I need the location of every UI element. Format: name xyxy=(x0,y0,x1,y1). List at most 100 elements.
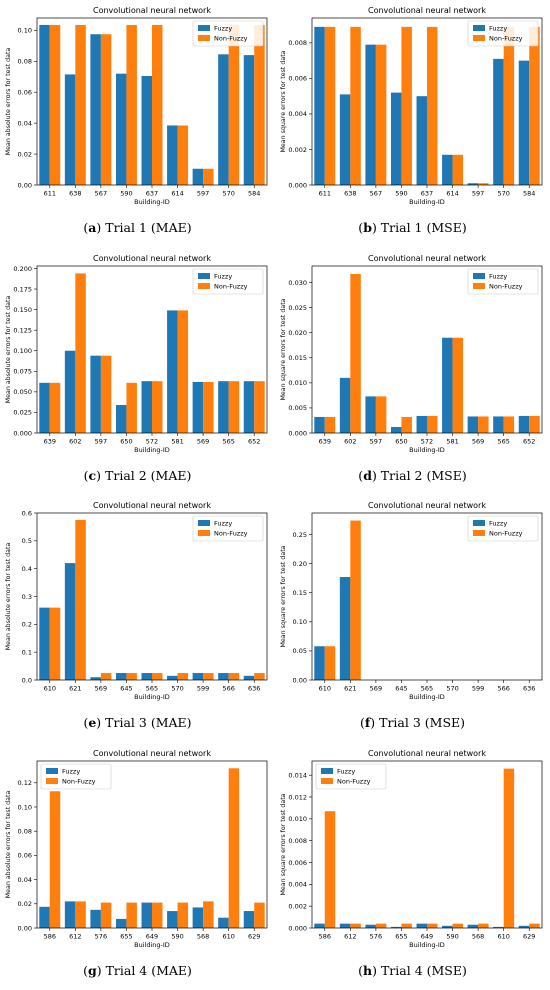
x-tick-label: 645 xyxy=(395,685,407,693)
legend-swatch-nonfuzzy xyxy=(198,35,210,41)
bar-fuzzy xyxy=(115,73,127,185)
x-tick-label: 638 xyxy=(344,190,356,198)
legend-swatch-fuzzy xyxy=(473,520,485,526)
x-tick-label: 599 xyxy=(197,685,209,693)
bar-nonfuzzy xyxy=(152,673,163,680)
bar-nonfuzzy xyxy=(350,923,361,928)
bar-nonfuzzy xyxy=(324,646,336,680)
y-tick-label: 0.00 xyxy=(18,181,32,189)
bar-nonfuzzy xyxy=(75,272,86,433)
chart-title: Convolutional neural network xyxy=(368,6,486,15)
bar-nonfuzzy xyxy=(254,380,265,433)
y-tick-label: 0.030 xyxy=(288,278,307,286)
bar-nonfuzzy xyxy=(203,900,214,928)
bar-fuzzy xyxy=(416,96,427,185)
bar-nonfuzzy xyxy=(401,923,412,928)
bar-fuzzy xyxy=(141,902,152,928)
bar-fuzzy xyxy=(518,60,530,185)
subfigure-caption: (d) Trial 2 (MSE) xyxy=(358,467,467,483)
caption-letter: a xyxy=(88,220,97,235)
bar-nonfuzzy xyxy=(529,923,540,928)
bar-fuzzy xyxy=(192,381,204,433)
subfigure-caption: (c) Trial 2 (MAE) xyxy=(83,467,192,483)
x-tick-label: 584 xyxy=(248,190,260,198)
bar-nonfuzzy xyxy=(452,154,464,185)
legend-label: Fuzzy xyxy=(214,272,232,280)
bar-fuzzy xyxy=(442,337,453,433)
bar-nonfuzzy xyxy=(529,26,540,185)
legend-label: Fuzzy xyxy=(337,767,355,775)
bar-nonfuzzy xyxy=(350,273,361,433)
bar-chart: Convolutional neural network 0.000 0.002 0.… xyxy=(280,749,543,949)
chart-panel: Convolutional neural network 0.00 0.02 0.04… xyxy=(0,743,275,990)
x-tick-label: 655 xyxy=(120,932,132,940)
bar-nonfuzzy xyxy=(75,900,86,928)
bar-fuzzy xyxy=(493,58,504,185)
bar-chart: Convolutional neural network 0.000 0.025 0.… xyxy=(5,254,268,454)
x-axis-label: Building-ID xyxy=(409,446,445,454)
y-tick-label: 0.175 xyxy=(13,285,32,293)
y-tick-label: 0.3 xyxy=(22,593,32,601)
legend-label: Non-Fuzzy xyxy=(489,282,523,290)
x-tick-label: 638 xyxy=(69,190,81,198)
x-axis-label: Building-ID xyxy=(409,693,445,701)
subfigure-caption: (a) Trial 1 (MAE) xyxy=(83,220,192,235)
plot-area xyxy=(36,17,268,186)
bar-fuzzy xyxy=(218,380,229,433)
caption-text: Trial 1 (MAE) xyxy=(101,220,192,235)
legend-swatch-fuzzy xyxy=(198,272,210,279)
x-tick-label: 576 xyxy=(95,932,107,940)
y-tick-label: 0.06 xyxy=(18,89,32,97)
plot-area xyxy=(311,17,543,186)
x-tick-label: 568 xyxy=(197,932,209,940)
bar-fuzzy xyxy=(141,75,152,185)
y-tick-label: 0.0 xyxy=(22,676,32,684)
bar-fuzzy xyxy=(467,183,479,185)
y-tick-label: 0.08 xyxy=(18,827,32,835)
bar-fuzzy xyxy=(467,415,479,433)
bar-chart: Convolutional neural network 0.000 0.002 0.… xyxy=(280,6,543,206)
y-tick-label: 0.000 xyxy=(13,429,32,437)
bar-nonfuzzy xyxy=(75,519,86,680)
bar-fuzzy xyxy=(365,44,376,185)
legend-label: Fuzzy xyxy=(489,520,507,528)
bar-nonfuzzy xyxy=(152,902,163,928)
bar-fuzzy xyxy=(90,909,101,928)
x-tick-label: 581 xyxy=(446,437,458,445)
plot-area xyxy=(36,760,268,928)
y-tick-label: 0.100 xyxy=(13,347,32,355)
caption-letter: e xyxy=(88,715,97,730)
bar-nonfuzzy xyxy=(478,183,489,185)
bar-fuzzy xyxy=(365,395,376,433)
x-tick-label: 590 xyxy=(120,190,132,198)
bar-fuzzy xyxy=(141,380,152,433)
y-axis-label: Mean absolute errors for test data xyxy=(5,295,12,403)
x-tick-label: 610 xyxy=(44,685,56,693)
bar-fuzzy xyxy=(442,154,453,185)
caption-letter: d xyxy=(363,467,372,483)
bar-nonfuzzy xyxy=(503,415,515,433)
bar-fuzzy xyxy=(192,673,204,680)
bar-nonfuzzy xyxy=(254,673,265,680)
plot-area xyxy=(311,760,543,928)
x-tick-label: 629 xyxy=(248,932,260,940)
x-tick-label: 570 xyxy=(497,190,509,198)
x-tick-label: 610 xyxy=(497,932,509,940)
bar-fuzzy xyxy=(339,923,351,928)
y-tick-label: 0.5 xyxy=(22,537,32,545)
legend-label: Fuzzy xyxy=(489,25,507,33)
bar-nonfuzzy xyxy=(228,767,240,928)
bar-nonfuzzy xyxy=(177,902,189,928)
chart-panel: Convolutional neural network 0.0 0.1 0.2 0.3… xyxy=(0,495,275,743)
bar-fuzzy xyxy=(339,577,351,680)
chart-title: Convolutional neural network xyxy=(93,254,211,263)
x-tick-label: 621 xyxy=(344,685,356,693)
caption-text: Trial 2 (MSE) xyxy=(376,467,467,483)
chart-panel: Convolutional neural network 0.000 0.005 0.… xyxy=(275,248,550,496)
bar-fuzzy xyxy=(365,924,376,928)
bar-fuzzy xyxy=(167,125,178,185)
bar-fuzzy xyxy=(314,923,325,928)
bar-chart: Convolutional neural network 0.00 0.02 0.04… xyxy=(5,6,268,206)
bar-nonfuzzy xyxy=(375,923,387,928)
chart-panel: Convolutional neural network 0.00 0.02 0.04… xyxy=(0,0,275,248)
